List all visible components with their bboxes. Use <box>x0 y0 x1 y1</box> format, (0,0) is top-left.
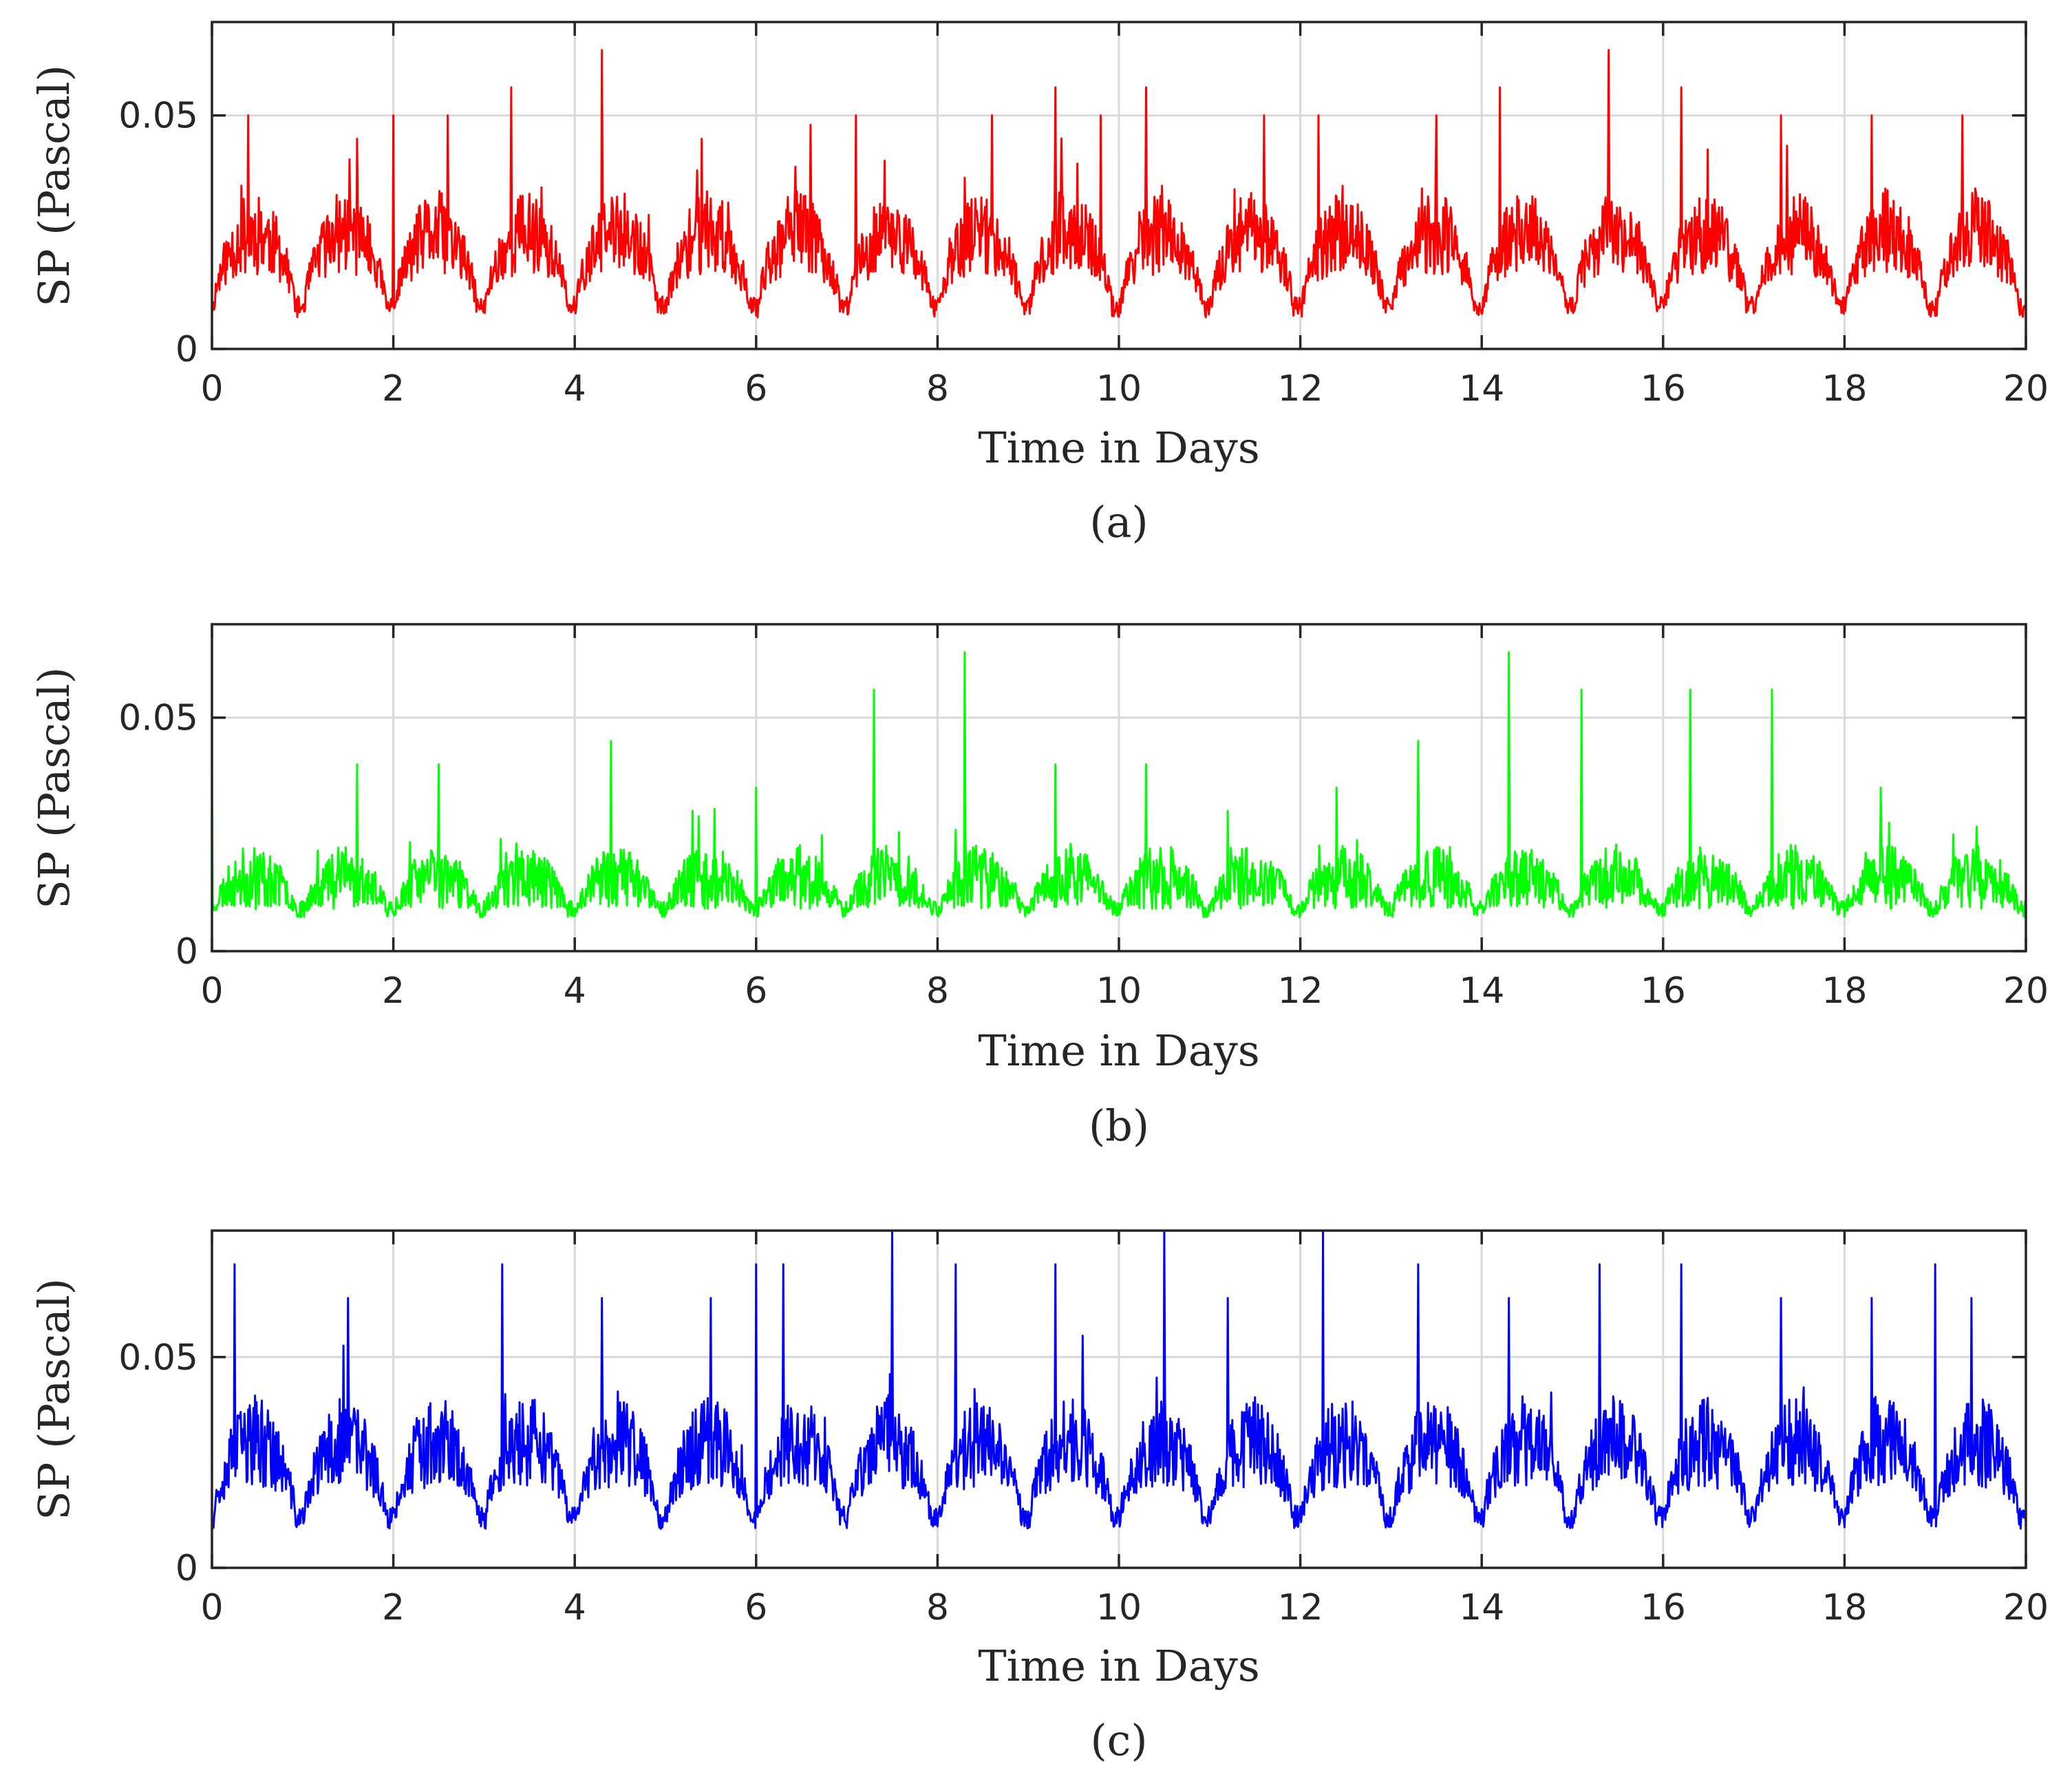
x-tick-label: 0 <box>200 970 223 1012</box>
panel-a-series <box>211 49 2027 319</box>
panel-a-ytick-labels: 00.05 <box>118 96 198 370</box>
panel-a-xtick-labels: 0 2 4 6 8 10 12 14 16 18 20 <box>200 368 2049 410</box>
x-tick-label: 8 <box>926 970 949 1012</box>
panel-b-ytick-labels: 00.05 <box>118 698 198 972</box>
x-tick-label: 6 <box>745 1587 767 1628</box>
panel-b-xtick-labels: 0 2 4 6 8 10 12 14 16 18 20 <box>200 970 2049 1012</box>
x-tick-label: 16 <box>1641 368 1686 410</box>
x-tick-label: 8 <box>926 1587 949 1628</box>
x-tick-label: 12 <box>1278 970 1323 1012</box>
x-tick-label: 14 <box>1459 970 1504 1012</box>
panel-a: 0 2 4 6 8 10 12 14 16 18 20 00.05 Time in Days SP … <box>29 21 2049 547</box>
x-tick-label: 6 <box>745 368 767 410</box>
x-tick-label: 16 <box>1641 970 1686 1012</box>
y-tick-label: 0.05 <box>118 96 198 137</box>
panel-c-series <box>211 1229 2027 1530</box>
y-tick-label: 0 <box>175 329 198 370</box>
x-tick-label: 20 <box>2003 1587 2049 1628</box>
panel-a-xlabel: Time in Days <box>978 423 1259 473</box>
panel-b-series <box>211 651 2027 919</box>
x-tick-label: 14 <box>1459 1587 1504 1628</box>
x-tick-label: 10 <box>1096 1587 1142 1628</box>
x-tick-label: 18 <box>1822 368 1867 410</box>
x-tick-label: 18 <box>1822 1587 1867 1628</box>
panel-b: 0 2 4 6 8 10 12 14 16 18 20 00.05 Time in Days SP … <box>29 623 2049 1151</box>
panel-a-ylabel: SP (Pascal) <box>29 65 79 307</box>
x-tick-label: 14 <box>1459 368 1504 410</box>
series-line-b <box>211 651 2027 919</box>
panel-b-xlabel: Time in Days <box>978 1025 1259 1076</box>
y-tick-label: 0.05 <box>118 698 198 739</box>
panel-c-xlabel: Time in Days <box>978 1641 1259 1691</box>
panel-b-caption: (b) <box>1089 1101 1149 1151</box>
x-tick-label: 4 <box>564 368 586 410</box>
panel-b-ticks <box>211 624 2027 953</box>
x-tick-label: 2 <box>382 368 405 410</box>
x-tick-label: 2 <box>382 970 405 1012</box>
panel-c-ytick-labels: 00.05 <box>118 1337 198 1589</box>
x-tick-label: 4 <box>564 1587 586 1628</box>
panel-c-ylabel: SP (Pascal) <box>29 1278 79 1520</box>
panel-a-grid <box>212 22 2026 349</box>
panel-c-ticks <box>211 1231 2027 1569</box>
x-tick-label: 8 <box>926 368 949 410</box>
series-line-c <box>211 1229 2027 1530</box>
x-tick-label: 12 <box>1278 368 1323 410</box>
x-tick-label: 2 <box>382 1587 405 1628</box>
x-tick-label: 20 <box>2003 970 2049 1012</box>
y-tick-label: 0 <box>175 1548 198 1589</box>
y-tick-label: 0 <box>175 931 198 972</box>
x-tick-label: 6 <box>745 970 767 1012</box>
panel-c-xtick-labels: 0 2 4 6 8 10 12 14 16 18 20 <box>200 1587 2049 1628</box>
x-tick-label: 10 <box>1096 970 1142 1012</box>
x-tick-label: 0 <box>200 368 223 410</box>
x-tick-label: 18 <box>1822 970 1867 1012</box>
panel-b-ylabel: SP (Pascal) <box>29 667 79 909</box>
panel-c: 0 2 4 6 8 10 12 14 16 18 20 00.05 Time in Days SP … <box>29 1229 2049 1765</box>
x-tick-label: 4 <box>564 970 586 1012</box>
panel-c-caption: (c) <box>1090 1715 1147 1765</box>
panel-a-ticks <box>211 22 2027 350</box>
x-tick-label: 0 <box>200 1587 223 1628</box>
x-tick-label: 10 <box>1096 368 1142 410</box>
panel-a-caption: (a) <box>1089 497 1148 547</box>
y-tick-label: 0.05 <box>118 1337 198 1379</box>
x-tick-label: 12 <box>1278 1587 1323 1628</box>
series-line-a <box>211 49 2027 319</box>
x-tick-label: 16 <box>1641 1587 1686 1628</box>
x-tick-label: 20 <box>2003 368 2049 410</box>
